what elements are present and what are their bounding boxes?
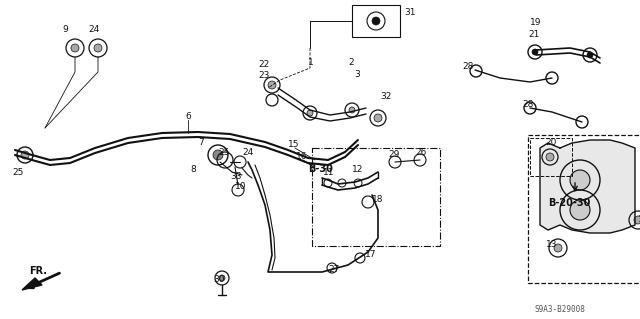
Text: 2: 2 (348, 58, 354, 67)
Text: FR.: FR. (29, 266, 47, 276)
Text: 30: 30 (213, 275, 225, 284)
Text: 22: 22 (258, 60, 269, 69)
Circle shape (546, 153, 554, 161)
Text: B-30: B-30 (308, 164, 333, 174)
Circle shape (268, 81, 276, 89)
Text: 25: 25 (12, 168, 24, 177)
Text: B-20-30: B-20-30 (548, 198, 590, 208)
Text: 23: 23 (258, 71, 269, 80)
Text: 25: 25 (218, 148, 229, 157)
Circle shape (532, 49, 538, 55)
Text: 18: 18 (372, 195, 383, 204)
Text: 32: 32 (380, 92, 392, 101)
Bar (528, 135, 640, 283)
Circle shape (21, 151, 29, 159)
Text: 7: 7 (198, 138, 204, 147)
Text: 24: 24 (242, 148, 253, 157)
Bar (530, 138, 572, 176)
Text: 16: 16 (296, 152, 307, 161)
Circle shape (94, 44, 102, 52)
Circle shape (213, 150, 223, 160)
Text: 19: 19 (530, 18, 541, 27)
Circle shape (570, 200, 590, 220)
Text: 31: 31 (404, 8, 415, 17)
Polygon shape (22, 278, 42, 290)
Text: 33: 33 (230, 172, 241, 181)
Text: 20: 20 (545, 138, 556, 147)
Text: 15: 15 (288, 140, 300, 149)
Circle shape (349, 107, 355, 113)
Text: 11: 11 (323, 168, 335, 177)
Polygon shape (540, 140, 635, 233)
Circle shape (307, 110, 313, 116)
Text: 17: 17 (365, 250, 376, 259)
Text: 28: 28 (522, 100, 533, 109)
Text: S9A3-B29008: S9A3-B29008 (534, 306, 586, 315)
Circle shape (587, 52, 593, 58)
Circle shape (372, 17, 380, 25)
Text: 21: 21 (528, 30, 540, 39)
Bar (352, 5, 400, 37)
Circle shape (71, 44, 79, 52)
Text: 12: 12 (352, 165, 364, 174)
Text: 24: 24 (88, 25, 99, 34)
Text: 8: 8 (190, 165, 196, 174)
Text: 13: 13 (546, 240, 557, 249)
Circle shape (554, 244, 562, 252)
Text: 9: 9 (62, 25, 68, 34)
Text: 3: 3 (354, 70, 360, 79)
Circle shape (374, 114, 382, 122)
Text: 28: 28 (462, 62, 474, 71)
Circle shape (219, 275, 225, 281)
Text: 29: 29 (388, 150, 399, 159)
Text: 14: 14 (638, 215, 640, 224)
Circle shape (634, 216, 640, 224)
Text: 27: 27 (328, 265, 339, 274)
Text: 10: 10 (235, 182, 246, 191)
Text: 1: 1 (308, 58, 314, 67)
Circle shape (570, 170, 590, 190)
Text: 26: 26 (415, 148, 426, 157)
Bar (312, 148, 440, 246)
Text: 6: 6 (185, 112, 191, 121)
